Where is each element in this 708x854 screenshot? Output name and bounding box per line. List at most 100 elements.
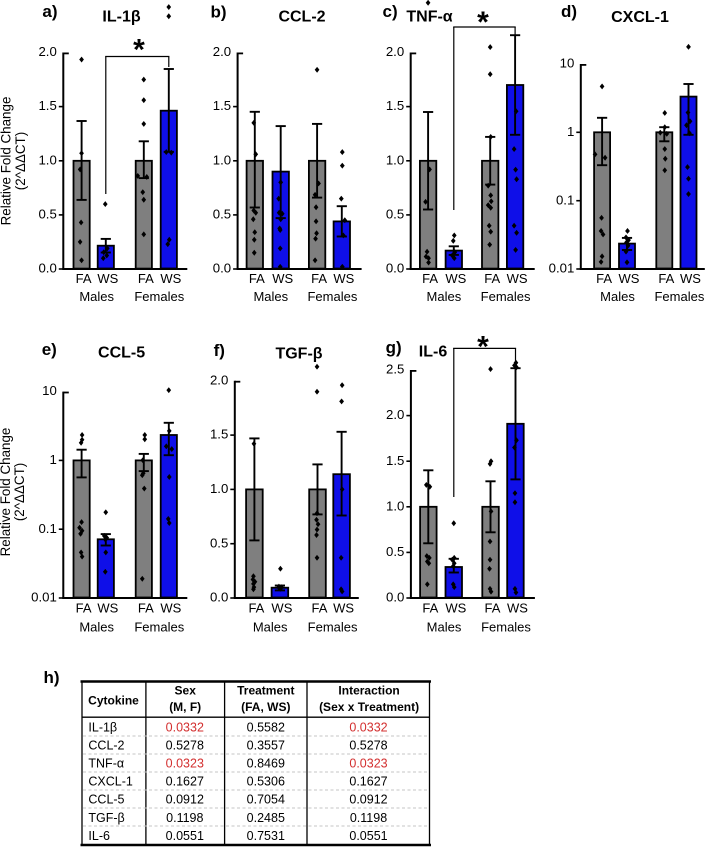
svg-text:2.0: 2.0 — [38, 44, 56, 59]
svg-text:CCL-2: CCL-2 — [88, 739, 124, 753]
svg-text:0.0332: 0.0332 — [349, 721, 387, 735]
svg-text:1.5: 1.5 — [213, 98, 231, 113]
svg-text:FA: FA — [249, 271, 265, 286]
svg-text:(FA, WS): (FA, WS) — [241, 700, 290, 714]
svg-text:2.0: 2.0 — [213, 44, 231, 59]
svg-text:0.1: 0.1 — [556, 192, 574, 207]
svg-text:0.5: 0.5 — [213, 207, 231, 222]
svg-text:2.0: 2.0 — [210, 372, 228, 387]
svg-text:(Sex x Treatment): (Sex x Treatment) — [319, 700, 419, 714]
svg-text:WS: WS — [97, 600, 118, 615]
svg-text:0.5: 0.5 — [386, 207, 404, 222]
svg-text:1.0: 1.0 — [38, 152, 56, 167]
svg-text:0.7054: 0.7054 — [247, 793, 285, 807]
svg-text:CCL-5: CCL-5 — [98, 345, 145, 362]
svg-text:0.5278: 0.5278 — [349, 739, 387, 753]
svg-text:1: 1 — [49, 452, 56, 467]
svg-text:WS: WS — [160, 271, 181, 286]
svg-text:0.0323: 0.0323 — [166, 757, 204, 771]
svg-text:(2^ΔΔCT): (2^ΔΔCT) — [12, 463, 27, 521]
svg-text:Sex: Sex — [175, 684, 197, 698]
svg-text:(2^ΔΔCT): (2^ΔΔCT) — [13, 132, 28, 190]
svg-text:0.5278: 0.5278 — [166, 739, 204, 753]
svg-text:1.0: 1.0 — [210, 481, 228, 496]
svg-text:*: * — [133, 33, 145, 66]
svg-text:Males: Males — [253, 289, 288, 304]
svg-text:WS: WS — [619, 271, 640, 286]
svg-text:0.5306: 0.5306 — [247, 775, 285, 789]
svg-text:Males: Males — [427, 619, 462, 634]
svg-text:Males: Males — [253, 619, 288, 634]
svg-text:0.1: 0.1 — [38, 521, 56, 536]
svg-text:1.0: 1.0 — [386, 152, 404, 167]
svg-text:Males: Males — [79, 289, 114, 304]
svg-text:WS: WS — [680, 271, 701, 286]
svg-text:*: * — [477, 330, 489, 363]
svg-text:0.0323: 0.0323 — [349, 757, 387, 771]
svg-text:0.0912: 0.0912 — [166, 793, 204, 807]
svg-text:Females: Females — [481, 289, 531, 304]
svg-text:WS: WS — [507, 600, 528, 615]
svg-text:FA: FA — [422, 271, 438, 286]
svg-text:CXCL-1: CXCL-1 — [611, 9, 669, 26]
svg-text:0.0: 0.0 — [38, 261, 56, 276]
svg-text:Females: Females — [308, 619, 358, 634]
svg-text:0.0912: 0.0912 — [349, 793, 387, 807]
svg-text:0.5: 0.5 — [210, 535, 228, 550]
svg-text:0.1198: 0.1198 — [166, 811, 203, 825]
svg-text:0.5582: 0.5582 — [247, 721, 285, 735]
svg-text:0.5: 0.5 — [38, 207, 56, 222]
svg-text:Females: Females — [134, 289, 184, 304]
svg-text:IL-6: IL-6 — [419, 344, 448, 361]
svg-text:2.5: 2.5 — [386, 362, 404, 377]
svg-text:f): f) — [214, 341, 225, 360]
svg-text:FA: FA — [485, 600, 501, 615]
svg-text:0.0: 0.0 — [213, 261, 231, 276]
svg-text:FA: FA — [138, 600, 154, 615]
svg-text:0.0551: 0.0551 — [349, 829, 387, 843]
svg-text:FA: FA — [658, 271, 674, 286]
svg-text:a): a) — [42, 2, 57, 21]
svg-text:g): g) — [386, 338, 402, 357]
svg-text:0.0551: 0.0551 — [166, 829, 204, 843]
svg-text:Relative Fold Change: Relative Fold Change — [0, 428, 13, 557]
svg-text:Females: Females — [654, 289, 704, 304]
svg-text:CXCL-1: CXCL-1 — [88, 775, 133, 789]
svg-text:0.1627: 0.1627 — [349, 775, 387, 789]
svg-text:TNF-α: TNF-α — [88, 757, 124, 771]
svg-text:2.0: 2.0 — [386, 407, 404, 422]
svg-text:0.7531: 0.7531 — [247, 829, 285, 843]
svg-text:Males: Males — [79, 619, 114, 634]
svg-text:d): d) — [561, 2, 577, 21]
svg-text:Males: Males — [600, 289, 635, 304]
svg-text:WS: WS — [272, 271, 293, 286]
svg-text:TNF-α: TNF-α — [406, 9, 452, 26]
svg-text:0.01: 0.01 — [549, 261, 575, 276]
svg-text:Relative Fold Change: Relative Fold Change — [0, 97, 14, 226]
svg-text:TGF-β: TGF-β — [275, 346, 322, 363]
svg-text:FA: FA — [76, 271, 92, 286]
svg-text:0.8469: 0.8469 — [247, 757, 285, 771]
svg-text:0.0: 0.0 — [386, 590, 404, 605]
svg-text:IL-1β: IL-1β — [88, 721, 117, 735]
svg-text:0.3557: 0.3557 — [247, 739, 285, 753]
svg-text:Females: Females — [134, 619, 184, 634]
svg-text:0.5: 0.5 — [386, 544, 404, 559]
svg-text:1.5: 1.5 — [386, 453, 404, 468]
svg-text:TGF-β: TGF-β — [88, 811, 124, 825]
svg-text:10: 10 — [42, 383, 57, 398]
svg-text:0.01: 0.01 — [31, 590, 57, 605]
svg-text:c): c) — [383, 2, 398, 21]
svg-text:WS: WS — [507, 271, 528, 286]
svg-text:CCL-5: CCL-5 — [88, 793, 124, 807]
svg-text:b): b) — [211, 3, 227, 22]
svg-text:CCL-2: CCL-2 — [278, 9, 325, 26]
svg-text:1.5: 1.5 — [386, 98, 404, 113]
svg-text:FA: FA — [76, 600, 92, 615]
svg-text:0.1198: 0.1198 — [350, 811, 387, 825]
svg-text:e): e) — [42, 340, 57, 359]
svg-text:Interaction: Interaction — [338, 684, 399, 698]
svg-text:0.0: 0.0 — [386, 261, 404, 276]
svg-text:Cytokine: Cytokine — [88, 694, 139, 708]
svg-text:0.1627: 0.1627 — [166, 775, 204, 789]
